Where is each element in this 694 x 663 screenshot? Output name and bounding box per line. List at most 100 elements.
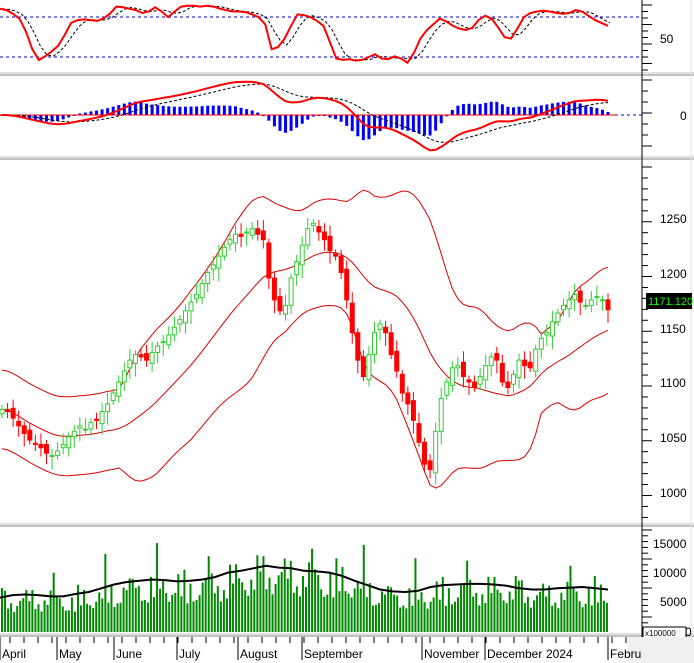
candle — [233, 233, 239, 244]
candle — [194, 293, 200, 300]
stoch-tick-50: 50 — [660, 32, 674, 46]
candle — [477, 376, 483, 385]
stochastic-k-line — [0, 4, 609, 65]
macd-panel: 0 — [0, 79, 687, 152]
candle — [433, 430, 439, 474]
month-july: July — [179, 647, 200, 661]
candle — [127, 359, 133, 369]
candle — [210, 264, 216, 270]
volume-tick-5000: 5000 — [660, 595, 687, 609]
candle — [438, 397, 444, 432]
price-tick-1250: 1250 — [660, 212, 687, 226]
candle — [205, 272, 211, 284]
candle — [227, 239, 233, 245]
candle — [0, 408, 5, 415]
candle — [244, 231, 250, 234]
month-november: November — [424, 647, 479, 661]
candle — [105, 403, 111, 413]
candle — [566, 299, 572, 310]
candle — [366, 354, 372, 381]
candle — [494, 353, 500, 361]
x-axis: April May June July August September Nov… — [0, 637, 694, 663]
candle — [77, 425, 83, 429]
candle — [355, 332, 361, 361]
candle — [505, 381, 511, 388]
candle — [538, 337, 544, 350]
candle — [360, 356, 366, 378]
candle — [605, 299, 611, 311]
month-april: April — [2, 647, 26, 661]
candle — [171, 326, 177, 336]
candle — [483, 365, 489, 381]
candle — [199, 282, 205, 299]
candle — [572, 293, 578, 301]
volume-tick-0: 0 — [685, 625, 692, 639]
candle — [305, 228, 311, 246]
candle — [121, 370, 127, 383]
candle — [338, 255, 344, 274]
candle — [377, 323, 383, 330]
candle — [427, 460, 433, 471]
candle — [110, 392, 116, 402]
candle — [522, 359, 528, 367]
candle — [472, 381, 478, 388]
candle — [583, 304, 589, 307]
candle — [405, 392, 411, 405]
last-price-badge — [646, 293, 692, 309]
candle — [216, 255, 222, 269]
price-tick-1200: 1200 — [660, 267, 687, 281]
candle — [321, 231, 327, 241]
macd-signal-line — [2, 83, 609, 143]
candle — [177, 319, 183, 325]
volume-tick-10000: 10000 — [653, 566, 687, 580]
candle — [249, 228, 255, 236]
price-tick-1100: 1100 — [660, 376, 686, 390]
bollinger-upper-band — [1, 189, 609, 398]
candle — [88, 422, 94, 430]
candle — [277, 296, 283, 312]
candle — [516, 359, 522, 379]
bollinger-middle-band — [1, 251, 609, 437]
bollinger-lower-band — [1, 304, 609, 489]
candle — [283, 304, 289, 315]
year-2024: 2024 — [546, 647, 573, 661]
candle — [544, 332, 550, 336]
candle — [32, 442, 38, 445]
candle — [416, 423, 422, 443]
candle — [182, 310, 188, 324]
candle — [82, 428, 88, 431]
candle — [460, 361, 466, 378]
candle — [488, 356, 494, 367]
price-tick-1050: 1050 — [660, 431, 687, 445]
candle — [238, 233, 244, 237]
candle — [599, 299, 605, 302]
candle — [221, 246, 227, 257]
candle — [422, 441, 428, 465]
candle — [594, 296, 600, 299]
volume-moving-average — [0, 564, 609, 599]
candle — [510, 373, 516, 385]
volume-bars — [1, 543, 608, 632]
candle — [66, 436, 72, 449]
candle — [43, 443, 49, 454]
candle — [444, 381, 450, 396]
candle — [316, 226, 322, 233]
candle — [27, 429, 33, 441]
candle — [499, 362, 505, 383]
candle — [383, 326, 389, 334]
candle — [16, 420, 22, 427]
candle — [255, 228, 261, 235]
candle — [266, 242, 272, 279]
candle — [149, 351, 155, 364]
candle — [394, 350, 400, 372]
stochastic-panel: 50 — [0, 4, 674, 71]
candle — [5, 408, 11, 413]
candle — [38, 443, 44, 449]
candle — [555, 312, 561, 323]
candle — [155, 345, 161, 353]
candle — [399, 373, 405, 394]
candle — [260, 230, 266, 241]
candle — [344, 268, 350, 301]
candle — [144, 353, 150, 361]
